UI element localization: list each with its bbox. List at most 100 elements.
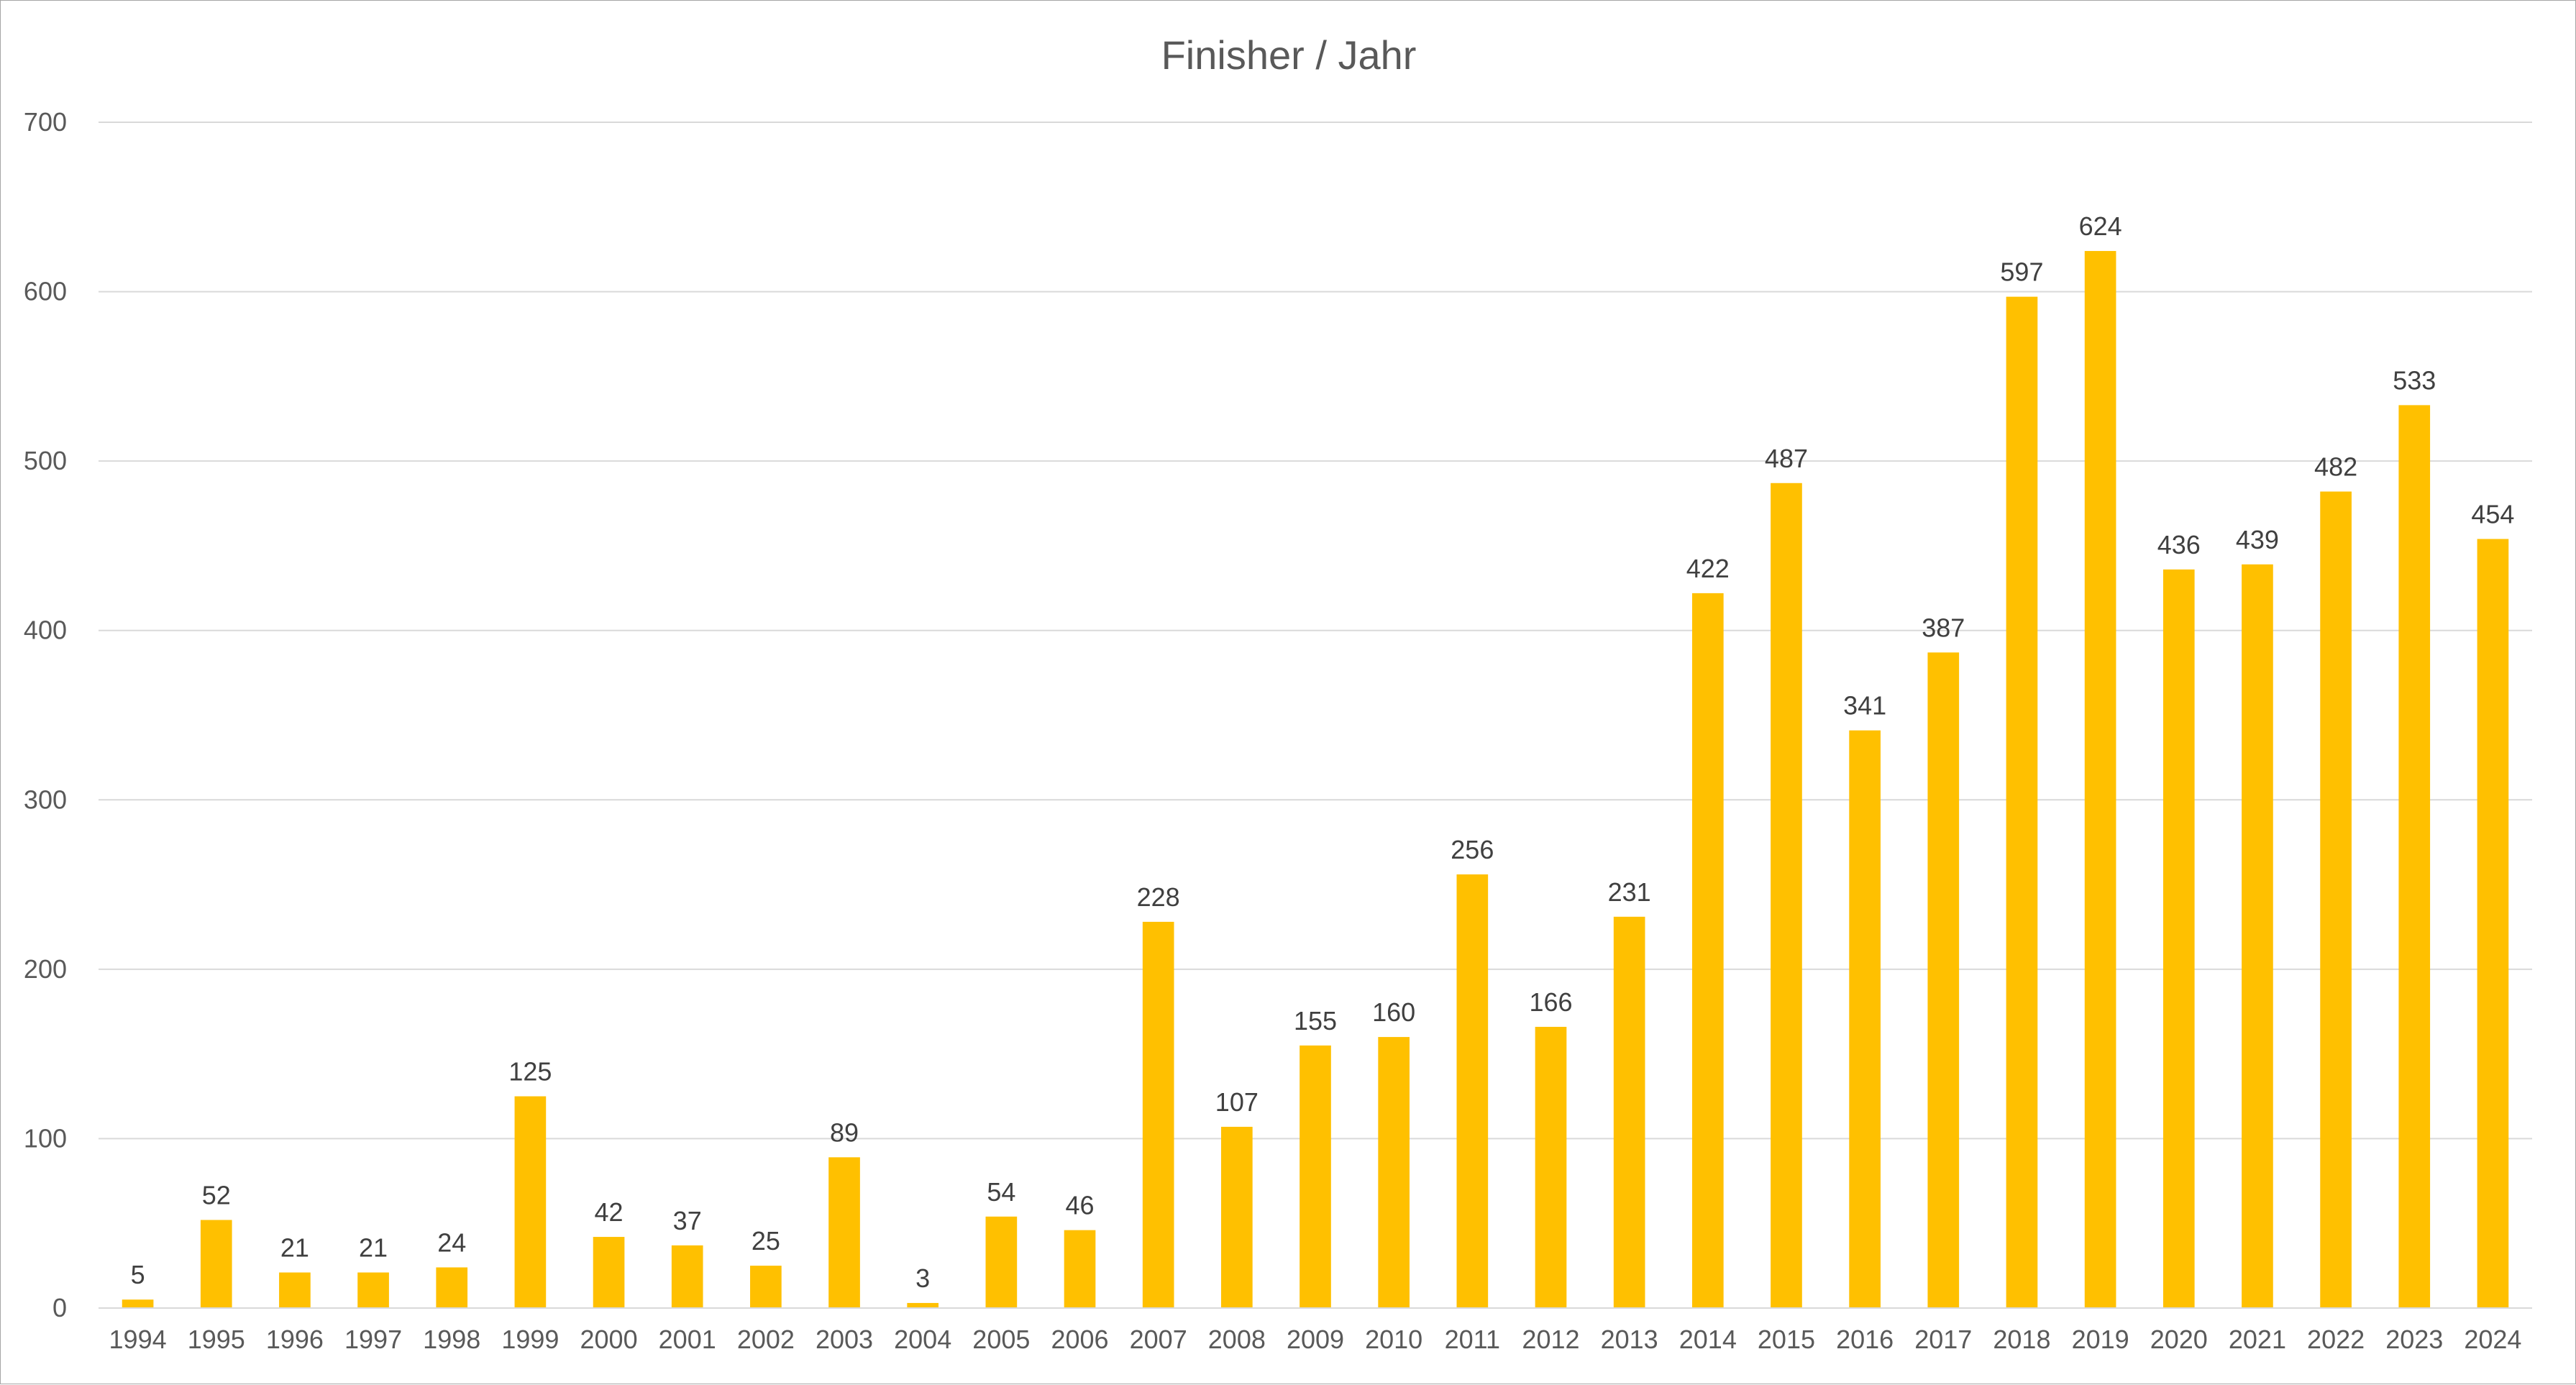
x-tick-label-2016: 2016 (1836, 1325, 1894, 1354)
data-label-2000: 42 (595, 1197, 624, 1227)
bar-1997 (357, 1272, 389, 1308)
y-tick-label: 100 (24, 1123, 67, 1153)
x-tick-label-1994: 1994 (109, 1325, 167, 1354)
x-tick-label-2018: 2018 (1993, 1325, 2050, 1354)
x-tick-label-1997: 1997 (344, 1325, 402, 1354)
y-axis-tick-labels: 0 100 200 300 400 500 600 700 (24, 107, 67, 1322)
x-tick-label-2004: 2004 (894, 1325, 951, 1354)
bar-2006 (1064, 1230, 1096, 1308)
x-tick-label-2015: 2015 (1758, 1325, 1815, 1354)
bar-2007 (1142, 921, 1174, 1308)
bar-1999 (514, 1096, 547, 1308)
bar-1994 (122, 1299, 154, 1308)
bar-2017 (1927, 652, 1960, 1308)
bar-2014 (1691, 593, 1724, 1308)
chart-title: Finisher / Jahr (1161, 32, 1417, 78)
data-label-2015: 487 (1765, 444, 1808, 473)
data-label-2006: 46 (1065, 1191, 1094, 1220)
x-tick-label-2011: 2011 (1445, 1325, 1500, 1354)
y-tick-label: 700 (24, 107, 67, 137)
bar-2005 (985, 1216, 1018, 1308)
bar-1995 (200, 1220, 232, 1308)
data-label-2011: 256 (1451, 835, 1494, 864)
x-tick-label-2019: 2019 (2072, 1325, 2129, 1354)
x-tick-label-2001: 2001 (659, 1325, 716, 1354)
bar-2019 (2084, 251, 2116, 1308)
bar-2011 (1456, 874, 1489, 1308)
x-tick-label-2021: 2021 (2229, 1325, 2286, 1354)
x-tick-label-1998: 1998 (423, 1325, 480, 1354)
data-label-1996: 21 (280, 1233, 309, 1263)
x-tick-label-2006: 2006 (1051, 1325, 1108, 1354)
bars (122, 251, 2509, 1309)
bar-1998 (436, 1267, 468, 1308)
data-label-1998: 24 (437, 1228, 466, 1257)
data-label-2001: 37 (673, 1206, 702, 1235)
x-tick-label-2000: 2000 (580, 1325, 638, 1354)
data-label-1997: 21 (359, 1233, 388, 1263)
data-label-2013: 231 (1608, 877, 1651, 907)
bar-2010 (1378, 1037, 1410, 1308)
data-label-2012: 166 (1529, 987, 1572, 1017)
bar-2015 (1771, 483, 1802, 1309)
x-tick-label-2010: 2010 (1365, 1325, 1422, 1354)
x-tick-label-2024: 2024 (2464, 1325, 2521, 1354)
bar-2002 (750, 1266, 782, 1308)
data-label-2021: 439 (2236, 525, 2279, 554)
x-tick-label-2022: 2022 (2307, 1325, 2365, 1354)
data-label-2022: 482 (2314, 452, 2357, 482)
data-label-2003: 89 (830, 1117, 859, 1147)
x-tick-label-2008: 2008 (1208, 1325, 1266, 1354)
x-tick-label-2012: 2012 (1522, 1325, 1579, 1354)
data-label-2002: 25 (752, 1226, 780, 1256)
x-tick-label-2023: 2023 (2385, 1325, 2443, 1354)
data-label-2009: 155 (1294, 1006, 1337, 1036)
bar-2021 (2242, 564, 2273, 1308)
bar-2024 (2477, 539, 2509, 1308)
x-tick-label-2005: 2005 (972, 1325, 1030, 1354)
bar-2003 (828, 1157, 860, 1308)
bar-2020 (2162, 569, 2195, 1308)
data-label-1995: 52 (202, 1181, 231, 1210)
y-tick-label: 600 (24, 277, 67, 306)
x-tick-label-2014: 2014 (1679, 1325, 1737, 1354)
bar-1996 (279, 1272, 311, 1308)
y-tick-label: 200 (24, 954, 67, 984)
y-tick-label: 500 (24, 446, 67, 475)
data-label-2016: 341 (1843, 691, 1886, 721)
x-tick-label-2002: 2002 (737, 1325, 795, 1354)
data-label-2023: 533 (2393, 365, 2436, 395)
x-tick-label-1999: 1999 (501, 1325, 559, 1354)
bar-2023 (2398, 405, 2431, 1308)
data-label-2018: 597 (2000, 257, 2043, 287)
data-label-2017: 387 (1922, 613, 1965, 642)
bar-2008 (1221, 1126, 1253, 1308)
data-label-2014: 422 (1686, 554, 1730, 583)
data-label-2007: 228 (1137, 882, 1180, 912)
data-label-1999: 125 (508, 1057, 552, 1087)
data-label-2020: 436 (2157, 530, 2201, 559)
x-tick-label-1996: 1996 (266, 1325, 324, 1354)
x-tick-label-2020: 2020 (2150, 1325, 2208, 1354)
y-tick-label: 400 (24, 616, 67, 645)
bar-2016 (1849, 730, 1881, 1308)
x-tick-label-2003: 2003 (816, 1325, 873, 1354)
x-tick-label-1995: 1995 (188, 1325, 245, 1354)
bar-2004 (907, 1302, 939, 1308)
x-tick-label-2009: 2009 (1287, 1325, 1344, 1354)
bar-2012 (1535, 1026, 1567, 1308)
data-label-2019: 624 (2079, 211, 2122, 241)
bar-2000 (593, 1237, 625, 1308)
bar-2018 (2006, 296, 2038, 1309)
data-label-2004: 3 (915, 1263, 930, 1293)
x-tick-label-2013: 2013 (1601, 1325, 1658, 1354)
data-label-2005: 54 (987, 1177, 1015, 1207)
data-label-2008: 107 (1215, 1087, 1259, 1117)
data-label-2024: 454 (2471, 500, 2514, 529)
data-label-2010: 160 (1372, 997, 1415, 1027)
x-tick-label-2007: 2007 (1130, 1325, 1187, 1354)
gridlines (99, 122, 2532, 1140)
bar-2022 (2320, 491, 2352, 1309)
